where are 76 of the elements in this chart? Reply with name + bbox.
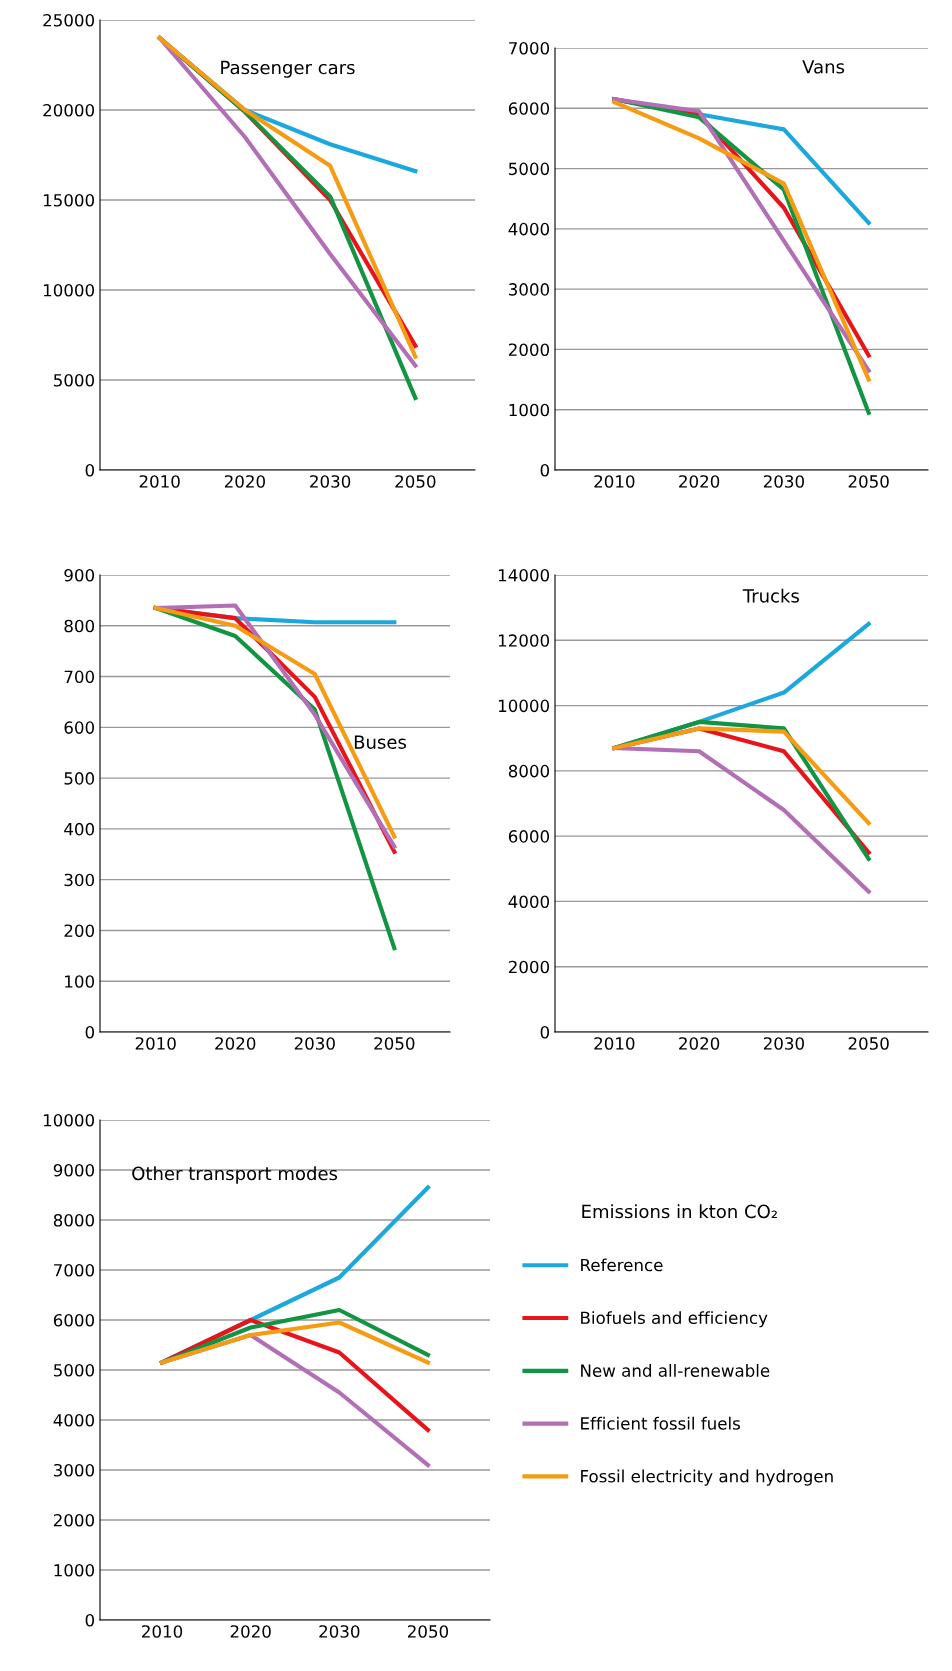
text: Other transport modes xyxy=(132,1166,338,1184)
y-tick-label: 2000 xyxy=(508,960,550,974)
x-tick-label: 2020 xyxy=(215,1037,256,1050)
y-tick-label: 200 xyxy=(64,924,95,938)
x-tick-label: 2010 xyxy=(594,1037,635,1050)
x-tick-label: 2030 xyxy=(763,475,804,488)
y-tick-label: 10000 xyxy=(43,283,95,297)
y-tick-label: 10000 xyxy=(43,1113,95,1127)
y-tick-label: 15000 xyxy=(43,193,95,207)
y-tick-label: 14000 xyxy=(498,568,550,582)
x-tick-label: 2050 xyxy=(374,1037,415,1050)
x-tick-label: 2020 xyxy=(224,475,265,488)
legend-label: Biofuels and efficiency xyxy=(581,1311,768,1328)
x-tick-label: 2050 xyxy=(407,1625,449,1638)
y-tick-label: 400 xyxy=(64,822,95,836)
y-tick-label: 20000 xyxy=(43,103,95,117)
x-tick-label: 2050 xyxy=(395,475,436,488)
y-tick-label: 0 xyxy=(85,1025,95,1039)
y-tick-label: 4000 xyxy=(53,1413,95,1427)
y-tick-label: 900 xyxy=(64,568,95,582)
y-tick-label: 3000 xyxy=(53,1463,95,1477)
y-tick-label: 12000 xyxy=(498,634,550,647)
x-tick-label: 2030 xyxy=(310,475,351,488)
y-tick-label: 6000 xyxy=(53,1313,95,1327)
y-tick-label: 7000 xyxy=(54,1263,95,1277)
x-tick-label: 2030 xyxy=(763,1037,804,1050)
y-tick-label: 3000 xyxy=(508,283,550,296)
text: Trucks xyxy=(742,588,799,603)
y-tick-label: 6000 xyxy=(508,102,550,115)
legend-title: Emissions in kton CO₂ xyxy=(582,1204,777,1219)
x-tick-label: 2010 xyxy=(135,1037,176,1050)
legend-label: Fossil electricity and hydrogen xyxy=(581,1469,833,1486)
x-tick-label: 2010 xyxy=(594,475,635,488)
y-tick-label: 9000 xyxy=(53,1163,95,1177)
text: Vans xyxy=(802,60,845,74)
y-tick-label: 1000 xyxy=(509,403,550,417)
y-tick-label: 0 xyxy=(85,1613,95,1627)
x-tick-label: 2050 xyxy=(848,1037,889,1050)
y-tick-label: 0 xyxy=(540,463,550,477)
x-tick-label: 2030 xyxy=(319,1625,360,1638)
x-tick-label: 2020 xyxy=(679,475,720,488)
legend-label: New and all-renewable xyxy=(581,1364,770,1377)
line-series xyxy=(612,726,871,826)
y-tick-label: 8000 xyxy=(508,764,550,778)
y-tick-label: 100 xyxy=(65,975,95,988)
y-tick-label: 10000 xyxy=(498,699,550,713)
x-tick-label: 2010 xyxy=(142,1625,183,1638)
y-tick-label: 7000 xyxy=(509,41,550,55)
y-tick-label: 300 xyxy=(64,873,95,887)
line-series xyxy=(612,745,871,894)
y-tick-label: 800 xyxy=(64,619,95,633)
x-tick-label: 2030 xyxy=(294,1037,335,1050)
y-tick-label: 0 xyxy=(85,463,95,477)
y-tick-label: 5000 xyxy=(54,1363,95,1377)
y-tick-label: 6000 xyxy=(508,830,550,843)
text: Buses xyxy=(354,735,406,749)
y-tick-label: 4000 xyxy=(508,222,550,236)
y-tick-label: 8000 xyxy=(53,1213,95,1227)
y-tick-label: 5000 xyxy=(509,162,550,176)
y-tick-label: 5000 xyxy=(54,373,95,387)
x-tick-label: 2020 xyxy=(679,1037,720,1050)
x-tick-label: 2050 xyxy=(848,475,889,488)
x-tick-label: 2020 xyxy=(230,1625,271,1638)
y-tick-label: 1000 xyxy=(54,1563,95,1577)
y-tick-label: 2000 xyxy=(53,1513,95,1527)
legend-label: Efficient fossil fuels xyxy=(581,1416,741,1430)
x-tick-label: 2010 xyxy=(139,475,180,488)
y-tick-label: 0 xyxy=(540,1025,550,1039)
y-tick-label: 25000 xyxy=(43,13,95,27)
text: Passenger cars xyxy=(221,60,355,78)
y-tick-label: 2000 xyxy=(508,343,550,356)
y-tick-label: 500 xyxy=(64,772,95,785)
y-tick-label: 4000 xyxy=(508,895,550,908)
legend-label: Reference xyxy=(581,1258,663,1272)
y-tick-label: 600 xyxy=(64,721,95,734)
y-tick-label: 700 xyxy=(64,670,95,684)
